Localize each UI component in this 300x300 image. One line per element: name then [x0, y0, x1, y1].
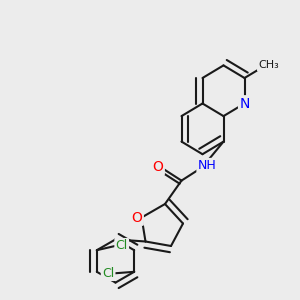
- Text: O: O: [132, 211, 142, 224]
- Text: Cl: Cl: [116, 239, 128, 252]
- Text: NH: NH: [198, 159, 216, 172]
- Text: Cl: Cl: [102, 267, 114, 280]
- Text: O: O: [153, 160, 164, 174]
- Text: N: N: [239, 97, 250, 110]
- Text: CH₃: CH₃: [258, 60, 279, 70]
